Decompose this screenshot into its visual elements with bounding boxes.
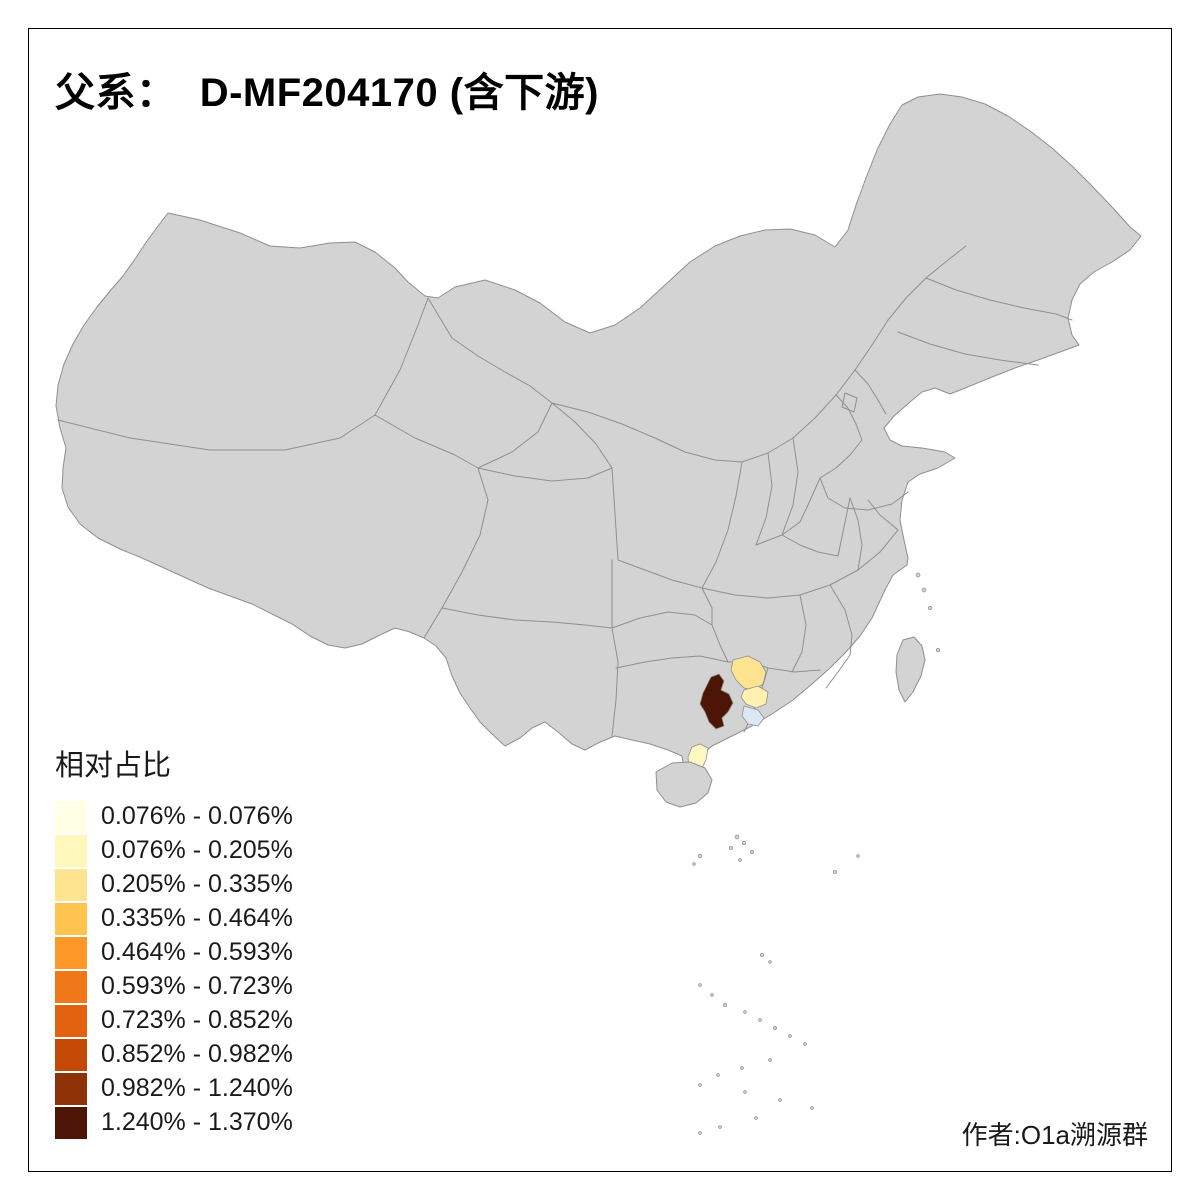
legend-swatch	[55, 1004, 87, 1037]
highlight-region-pale-blue	[741, 705, 765, 727]
legend: 相对占比 0.076% - 0.076% 0.076% - 0.205% 0.2…	[55, 742, 293, 1140]
legend-item: 0.852% - 0.982%	[55, 1038, 293, 1071]
legend-item: 0.076% - 0.076%	[55, 800, 293, 833]
legend-label: 0.076% - 0.205%	[101, 836, 293, 864]
legend-swatch	[55, 834, 87, 867]
page-title: 父系： D-MF204170 (含下游)	[55, 71, 599, 115]
legend-item: 0.723% - 0.852%	[55, 1004, 293, 1037]
taiwan-island	[895, 636, 926, 703]
legend-swatch	[55, 1106, 87, 1139]
legend-label: 0.593% - 0.723%	[101, 972, 293, 1000]
legend-swatch	[55, 1072, 87, 1105]
legend-item: 0.593% - 0.723%	[55, 970, 293, 1003]
hainan-island	[655, 761, 713, 808]
legend-label: 0.076% - 0.076%	[101, 802, 293, 830]
attribution-text: 作者:O1a溯源群	[961, 1120, 1148, 1150]
legend-swatch	[55, 970, 87, 1003]
legend-label: 0.205% - 0.335%	[101, 870, 293, 898]
legend-swatch	[55, 800, 87, 833]
legend-label: 0.852% - 0.982%	[101, 1040, 293, 1068]
legend-item: 0.076% - 0.205%	[55, 834, 293, 867]
legend-label: 0.335% - 0.464%	[101, 904, 293, 932]
highlight-region-yellow-2	[740, 685, 769, 709]
legend-swatch	[55, 1038, 87, 1071]
legend-swatch	[55, 902, 87, 935]
legend-label: 0.982% - 1.240%	[101, 1074, 293, 1102]
legend-label: 0.723% - 0.852%	[101, 1006, 293, 1034]
legend-title: 相对占比	[55, 750, 172, 782]
south-china-sea-islands	[692, 572, 940, 1135]
legend-item: 0.464% - 0.593%	[55, 936, 293, 969]
legend-label: 0.464% - 0.593%	[101, 938, 293, 966]
province-borders	[57, 245, 1073, 737]
legend-item: 0.205% - 0.335%	[55, 868, 293, 901]
mainland-china-shape	[55, 93, 1142, 781]
legend-swatch	[55, 936, 87, 969]
legend-item: 1.240% - 1.370%	[55, 1106, 293, 1139]
highlight-region-dark-central-guangxi	[699, 673, 734, 730]
legend-item: 0.982% - 1.240%	[55, 1072, 293, 1105]
legend-label: 1.240% - 1.370%	[101, 1108, 293, 1136]
legend-item: 0.335% - 0.464%	[55, 902, 293, 935]
legend-swatch	[55, 868, 87, 901]
